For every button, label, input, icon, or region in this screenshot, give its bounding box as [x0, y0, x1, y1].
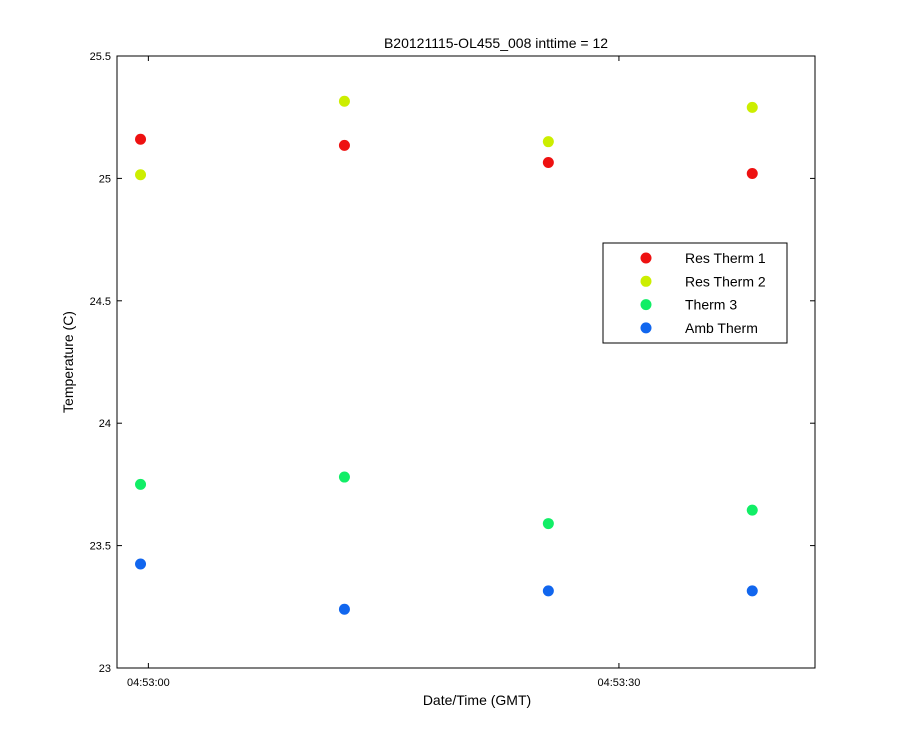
legend-box — [602, 242, 788, 344]
legend-label-amb-therm: Amb Therm — [685, 320, 758, 336]
data-points — [135, 95, 758, 615]
data-point-res-therm-1 — [542, 156, 554, 168]
x-tick-label: 04:53:30 — [598, 677, 641, 689]
legend-label-res-therm-2: Res Therm 2 — [685, 273, 766, 289]
y-tick-label: 24 — [99, 418, 111, 430]
y-tick-label: 23 — [99, 663, 111, 675]
plot-frame — [116, 55, 816, 669]
data-point-res-therm-2 — [542, 136, 554, 148]
legend-marker-res-therm-2 — [640, 275, 652, 287]
y-tick-label: 25 — [99, 173, 111, 185]
data-point-res-therm-1 — [746, 168, 758, 180]
y-tick-label: 23.5 — [90, 541, 111, 553]
data-point-amb-therm — [542, 585, 554, 597]
data-point-therm-3 — [746, 504, 758, 516]
data-point-amb-therm — [746, 585, 758, 597]
data-point-res-therm-2 — [135, 169, 147, 181]
data-point-res-therm-2 — [338, 95, 350, 107]
data-point-therm-3 — [135, 478, 147, 490]
data-point-res-therm-1 — [338, 139, 350, 151]
legend-label-res-therm-1: Res Therm 1 — [685, 250, 766, 266]
x-axis-title: Date/Time (GMT) — [423, 692, 531, 708]
legend: Res Therm 1 Res Therm 2 Therm 3 Amb Therm — [602, 242, 788, 344]
legend-marker-amb-therm — [640, 322, 652, 334]
y-axis-title: Temperature (C) — [60, 311, 76, 413]
data-point-res-therm-2 — [746, 101, 758, 113]
legend-label-therm-3: Therm 3 — [685, 297, 737, 313]
x-tick-label: 04:53:00 — [127, 677, 170, 689]
chart-title: B20121115-OL455_008 inttime = 12 — [384, 35, 608, 51]
y-tick-label: 25.5 — [90, 51, 111, 63]
legend-marker-therm-3 — [640, 299, 652, 311]
data-point-res-therm-1 — [135, 133, 147, 145]
data-point-amb-therm — [135, 558, 147, 570]
data-point-amb-therm — [338, 603, 350, 615]
legend-marker-res-therm-1 — [640, 252, 652, 264]
data-point-therm-3 — [542, 518, 554, 530]
axis-ticks: 23 23.5 24 24.5 25 25.5 04:53:00 04:53:30 — [90, 51, 815, 689]
y-tick-label: 24.5 — [90, 296, 111, 308]
data-point-therm-3 — [338, 471, 350, 483]
